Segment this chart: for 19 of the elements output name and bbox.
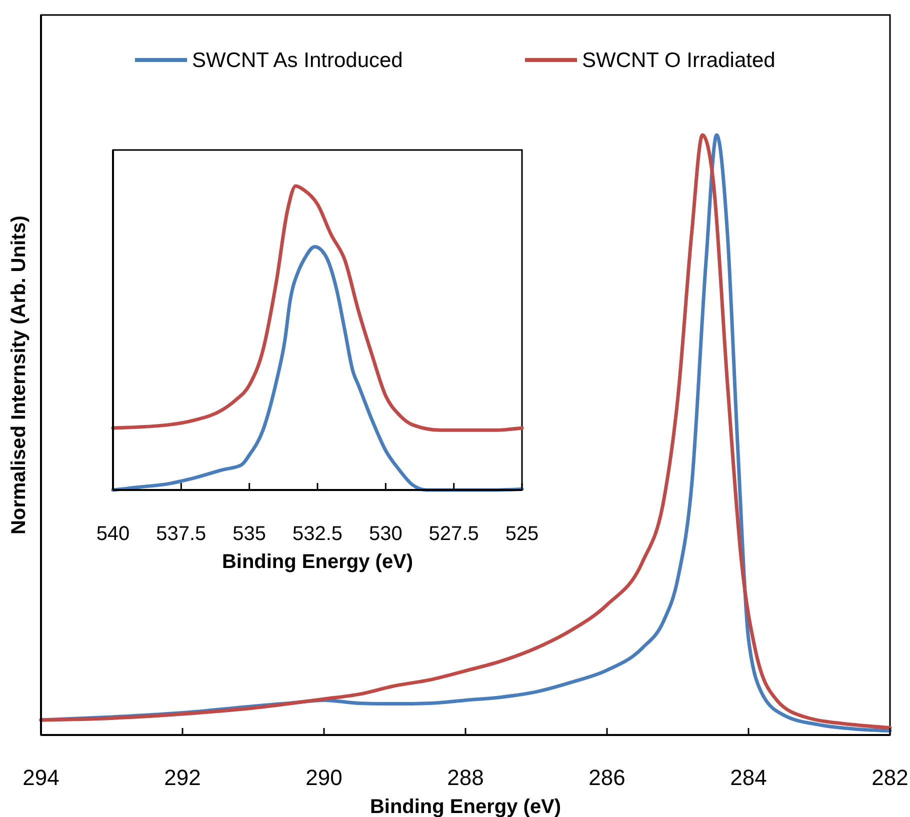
legend-label: SWCNT As Introduced — [192, 49, 403, 72]
x-tick-label: 537.5 — [156, 523, 206, 545]
x-tick-label: 535 — [232, 523, 266, 545]
x-tick-label: 294 — [22, 765, 60, 790]
x-tick-label: 532.5 — [292, 523, 343, 545]
x-axis-title: Binding Energy (eV) — [222, 551, 414, 573]
x-tick-label: 530 — [368, 523, 402, 545]
legend-label: SWCNT O Irradiated — [582, 49, 776, 72]
x-tick-label: 290 — [306, 765, 342, 790]
x-tick-label: 540 — [96, 523, 130, 545]
x-tick-label: 525 — [505, 523, 539, 545]
x-tick-label: 288 — [447, 765, 484, 790]
y-axis-title: Normalised Internsity (Arb. Units) — [8, 216, 30, 534]
x-axis-title: Binding Energy (eV) — [370, 796, 562, 817]
x-tick-label: 282 — [872, 765, 908, 790]
x-tick-label: 527.5 — [428, 523, 479, 545]
x-tick-label: 284 — [730, 765, 767, 790]
x-tick-label: 292 — [164, 765, 201, 790]
x-tick-label: 286 — [588, 765, 626, 790]
